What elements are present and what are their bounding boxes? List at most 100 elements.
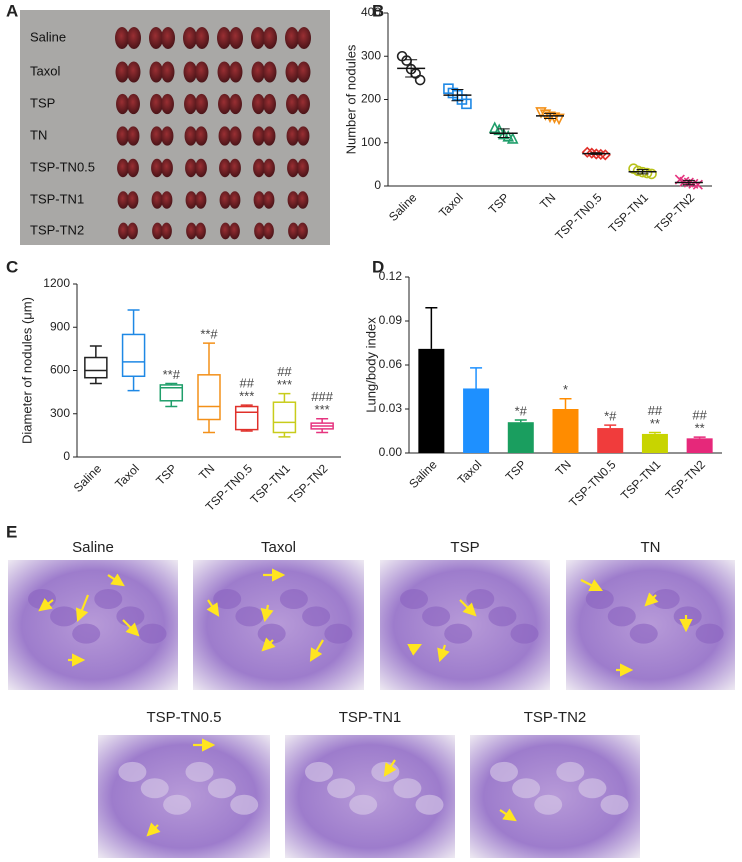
bar — [418, 348, 445, 453]
lung-photo — [161, 126, 174, 146]
tissue-region — [673, 606, 702, 627]
tissue-region — [118, 761, 147, 782]
image-label: TSP-TN2 — [524, 709, 587, 726]
lung-photo — [195, 27, 209, 49]
lung-photo — [218, 93, 231, 115]
tissue-region — [213, 589, 242, 609]
tissue-region — [94, 589, 123, 609]
panel-label: B — [372, 1, 384, 20]
whisker — [127, 376, 140, 392]
lung-photo — [286, 126, 299, 146]
y-tick-label: 200 — [361, 92, 381, 106]
lung-photo — [252, 93, 265, 115]
whisker — [89, 377, 102, 385]
bar — [463, 388, 490, 453]
point — [539, 109, 552, 121]
lung-photo — [195, 93, 208, 115]
arrow — [261, 637, 276, 652]
arrow — [407, 644, 422, 656]
row-label: TN — [30, 127, 47, 142]
lung-photo — [297, 158, 309, 178]
tissue-region — [302, 606, 331, 627]
lung-photo — [263, 126, 276, 146]
image-label: TSP-TN0.5 — [146, 709, 221, 726]
lung-photo — [116, 126, 129, 146]
lung-photo — [217, 27, 231, 49]
point — [553, 113, 565, 126]
arrow — [437, 644, 450, 663]
annotation: ** — [695, 421, 705, 436]
lung-photo — [252, 126, 265, 146]
lung-photo — [263, 191, 275, 209]
annotation: ### — [311, 389, 333, 404]
tissue-region — [163, 794, 192, 815]
lung-photo — [161, 93, 174, 115]
point — [506, 132, 519, 144]
y-tick-label: 300 — [361, 48, 381, 62]
tissue-region — [585, 589, 614, 609]
lung-photo — [127, 126, 140, 146]
tissue-region — [400, 589, 428, 609]
lung-photo — [116, 93, 129, 115]
tissue-region — [207, 778, 236, 799]
lung-photo — [286, 93, 299, 115]
annotation: ## — [239, 376, 254, 391]
image-label: TSP-TN1 — [339, 709, 402, 726]
lung-photo — [127, 191, 139, 209]
y-tick-label: 300 — [50, 406, 70, 420]
x-tick-label: Taxol — [436, 190, 466, 220]
arrow — [38, 598, 54, 612]
lung-photo — [115, 61, 129, 83]
lung-photo — [150, 93, 163, 115]
lung-photo — [195, 61, 209, 83]
lung-photo — [297, 93, 310, 115]
y-tick-label: 0 — [374, 178, 381, 192]
lung-photo — [229, 27, 243, 49]
tissue-region — [534, 794, 563, 815]
lung-photo — [219, 158, 231, 178]
annotation: *** — [315, 402, 330, 417]
y-axis-label: Number of nodules — [343, 44, 358, 154]
tissue-region — [371, 761, 400, 782]
bar — [686, 438, 713, 453]
tissue-region — [28, 589, 56, 609]
arrow — [107, 573, 125, 587]
tissue-region — [279, 589, 308, 609]
tissue-region — [490, 761, 518, 782]
arrow — [459, 599, 477, 617]
error-bar — [590, 152, 603, 155]
lung-photo — [229, 126, 242, 146]
lung-photo — [127, 93, 140, 115]
lung-photo — [195, 191, 207, 209]
bar — [641, 433, 668, 453]
y-axis-label: Lung/body index — [363, 317, 378, 413]
tissue-region — [556, 761, 585, 782]
tissue-region — [116, 606, 145, 627]
y-tick-label: 1200 — [43, 276, 70, 290]
point — [692, 179, 703, 190]
lung-photo — [149, 27, 163, 49]
tissue-region — [578, 778, 607, 799]
x-tick-label: TN — [196, 461, 217, 482]
tissue-region — [185, 761, 214, 782]
lung-photo — [151, 158, 163, 178]
lung-photo — [152, 222, 163, 240]
lung-photo — [117, 158, 129, 178]
point — [414, 74, 426, 86]
lung-photo — [185, 158, 197, 178]
point — [535, 107, 547, 119]
box — [84, 356, 108, 379]
x-tick-label: Saline — [71, 461, 105, 495]
annotation: ## — [277, 364, 292, 379]
x-tick-label: TSP — [153, 461, 179, 487]
whisker — [127, 309, 140, 335]
arrow — [499, 808, 517, 822]
tissue-region — [600, 794, 629, 815]
y-tick-label: 400 — [361, 5, 381, 19]
y-tick-label: 0 — [63, 449, 70, 463]
error-bar — [636, 169, 649, 175]
panel-label: A — [6, 1, 18, 20]
box — [272, 401, 297, 434]
x-tick-label: TN — [537, 190, 558, 211]
